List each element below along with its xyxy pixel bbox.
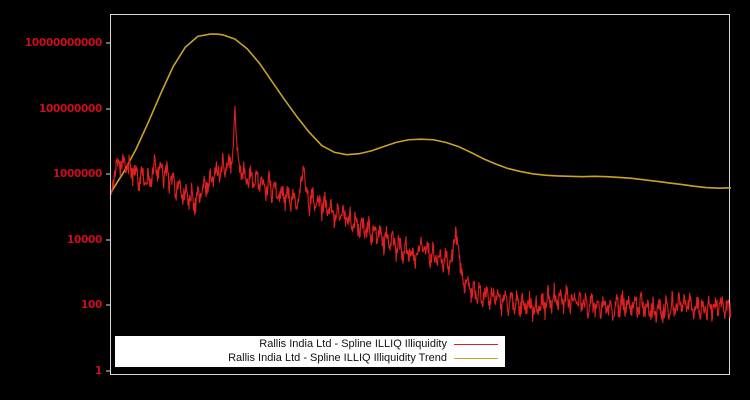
y-axis-tick-mark [106, 239, 110, 241]
y-axis-tick-mark [106, 42, 110, 44]
y-axis-tick-mark [106, 304, 110, 306]
y-axis-tick-label: 100000000 [38, 102, 102, 115]
series-line-illiquidity [111, 105, 731, 324]
y-axis-tick-mark [106, 108, 110, 110]
y-axis-tick-label: 1 [94, 364, 102, 377]
y-axis-tick-mark [106, 370, 110, 372]
legend-entry-trend[interactable]: Rallis India Ltd - Spline ILLIQ Illiquid… [116, 352, 498, 366]
y-axis-tick-label: 10000 [66, 233, 102, 246]
y-axis-tick-label: 100 [80, 299, 102, 312]
legend-swatch-illiquidity-icon [454, 344, 498, 345]
y-axis-tick-label: 10000000000 [24, 36, 102, 49]
chart-legend: Rallis India Ltd - Spline ILLIQ Illiquid… [115, 336, 505, 367]
y-axis: 1 100 10000 1000000 100000000 10000000000 [0, 14, 110, 377]
plot-area [110, 14, 731, 375]
legend-label-illiquidity: Rallis India Ltd - Spline ILLIQ Illiquid… [259, 338, 447, 350]
legend-swatch-trend-icon [454, 358, 498, 359]
legend-entry-illiquidity[interactable]: Rallis India Ltd - Spline ILLIQ Illiquid… [116, 338, 498, 352]
y-axis-tick-mark [106, 173, 110, 175]
legend-label-trend: Rallis India Ltd - Spline ILLIQ Illiquid… [228, 352, 447, 364]
chart-canvas [111, 33, 731, 324]
series-line-trend [111, 33, 731, 194]
y-axis-tick-label: 1000000 [52, 167, 102, 180]
